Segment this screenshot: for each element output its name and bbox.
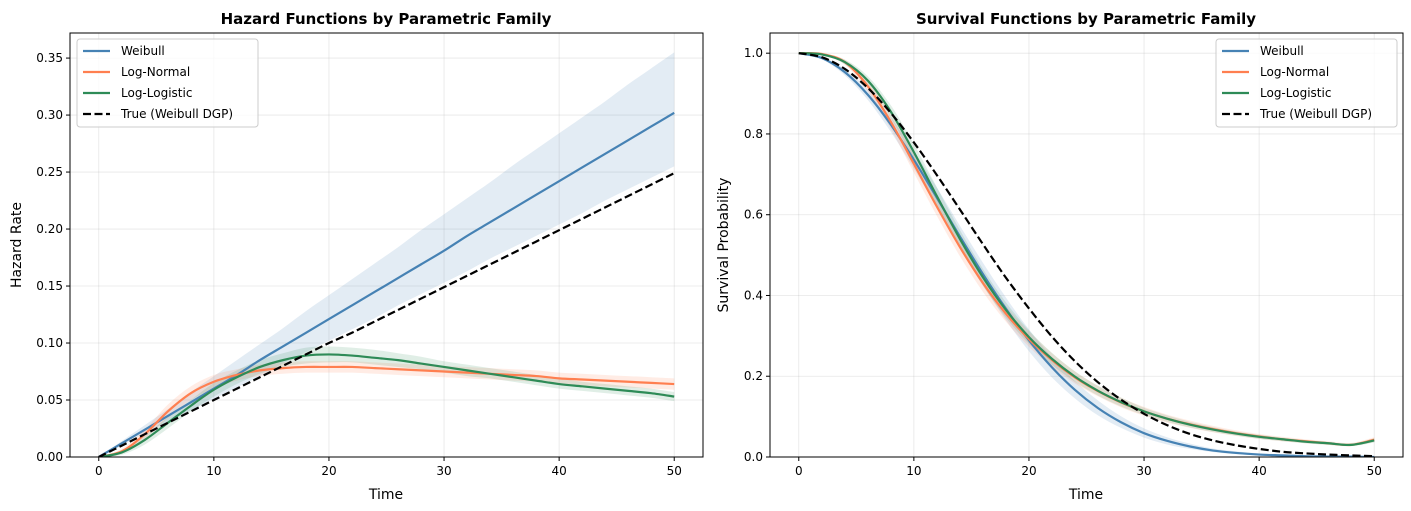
hazard-chart-panel: Hazard Functions by Parametric Family Ti… [9, 10, 704, 503]
x-tick-label: 20 [1021, 464, 1036, 478]
y-tick-label: 0.2 [744, 369, 763, 383]
x-tick-label: 10 [206, 464, 221, 478]
legend-label: True (Weibull DGP) [120, 107, 233, 121]
x-tick-label: 10 [906, 464, 921, 478]
x-tick-label: 50 [1367, 464, 1382, 478]
x-tick-label: 0 [795, 464, 803, 478]
legend-label: Log-Logistic [121, 86, 192, 100]
legend-label: Weibull [1260, 44, 1304, 58]
x-axis-label: Time [1068, 487, 1103, 503]
y-tick-label: 0.0 [744, 450, 763, 464]
series-line-log-logistic [98, 353, 675, 457]
x-tick-label: 30 [436, 464, 451, 478]
legend-label: Log-Logistic [1260, 86, 1331, 100]
series-lines [798, 51, 1375, 457]
x-tick-label: 0 [95, 464, 103, 478]
legend-item: Weibull [83, 44, 165, 58]
legend: Weibull Log-Normal Log-Logistic True (Weibu… [1215, 38, 1398, 128]
axes-frame [769, 32, 1404, 458]
x-tick-label: 20 [321, 464, 336, 478]
y-axis-label: Hazard Rate [9, 202, 25, 288]
legend-label: Log-Normal [1260, 65, 1329, 79]
series-line-weibull [98, 111, 675, 457]
y-tick-label: 0.05 [36, 393, 63, 407]
series-lines [98, 111, 675, 457]
y-tick-label: 0.00 [36, 450, 63, 464]
legend-item: Log-Logistic [1222, 86, 1331, 100]
y-tick-label: 0.8 [744, 127, 763, 141]
x-tick-label: 40 [551, 464, 566, 478]
series-line-true-weibull-dgp- [98, 172, 675, 457]
y-tick-label: 0.4 [744, 288, 763, 302]
legend-item: Log-Normal [83, 65, 190, 79]
x-tick-label: 50 [667, 464, 682, 478]
legend-label: Log-Normal [121, 65, 190, 79]
x-axis-label: Time [368, 487, 403, 503]
legend-label: True (Weibull DGP) [1259, 107, 1372, 121]
legend: Weibull Log-Normal Log-Logistic True (Weibu… [76, 38, 259, 128]
y-tick-label: 0.25 [36, 165, 63, 179]
legend-item: True (Weibull DGP) [1222, 107, 1372, 121]
legend-box [1215, 38, 1398, 128]
ci-band-weibull [98, 52, 675, 457]
series-line-true-weibull-dgp- [798, 52, 1375, 457]
legend-item: Log-Normal [1222, 65, 1329, 79]
y-tick-label: 0.15 [36, 279, 63, 293]
y-tick-label: 0.10 [36, 336, 63, 350]
chart-title: Hazard Functions by Parametric Family [221, 10, 552, 28]
ticks: 0 10 20 30 40 50 0.0 0.2 0.4 0.6 0.8 1.0 [744, 46, 1382, 478]
y-tick-label: 0.35 [36, 51, 63, 65]
y-axis-label: Survival Probability [716, 178, 732, 313]
legend-item: Log-Logistic [83, 86, 192, 100]
series-line-log-normal [98, 365, 675, 457]
series-line-weibull [798, 52, 1375, 457]
y-tick-label: 0.6 [744, 208, 763, 222]
y-tick-label: 0.30 [36, 108, 63, 122]
legend-item: Weibull [1222, 44, 1304, 58]
x-tick-label: 30 [1136, 464, 1151, 478]
legend-label: Weibull [121, 44, 165, 58]
x-tick-label: 40 [1251, 464, 1266, 478]
survival-chart-panel: Survival Functions by Parametric Family … [716, 10, 1404, 503]
y-tick-label: 0.20 [36, 222, 63, 236]
ticks: 0 10 20 30 40 50 0.00 0.05 0.10 0.15 0.20 0.25 0.30 0… [36, 51, 682, 478]
legend-item: True (Weibull DGP) [83, 107, 233, 121]
grid [70, 33, 703, 458]
axes-frame [69, 32, 704, 458]
y-tick-label: 1.0 [744, 46, 763, 60]
chart-title: Survival Functions by Parametric Family [916, 10, 1256, 28]
legend-box [76, 38, 259, 128]
